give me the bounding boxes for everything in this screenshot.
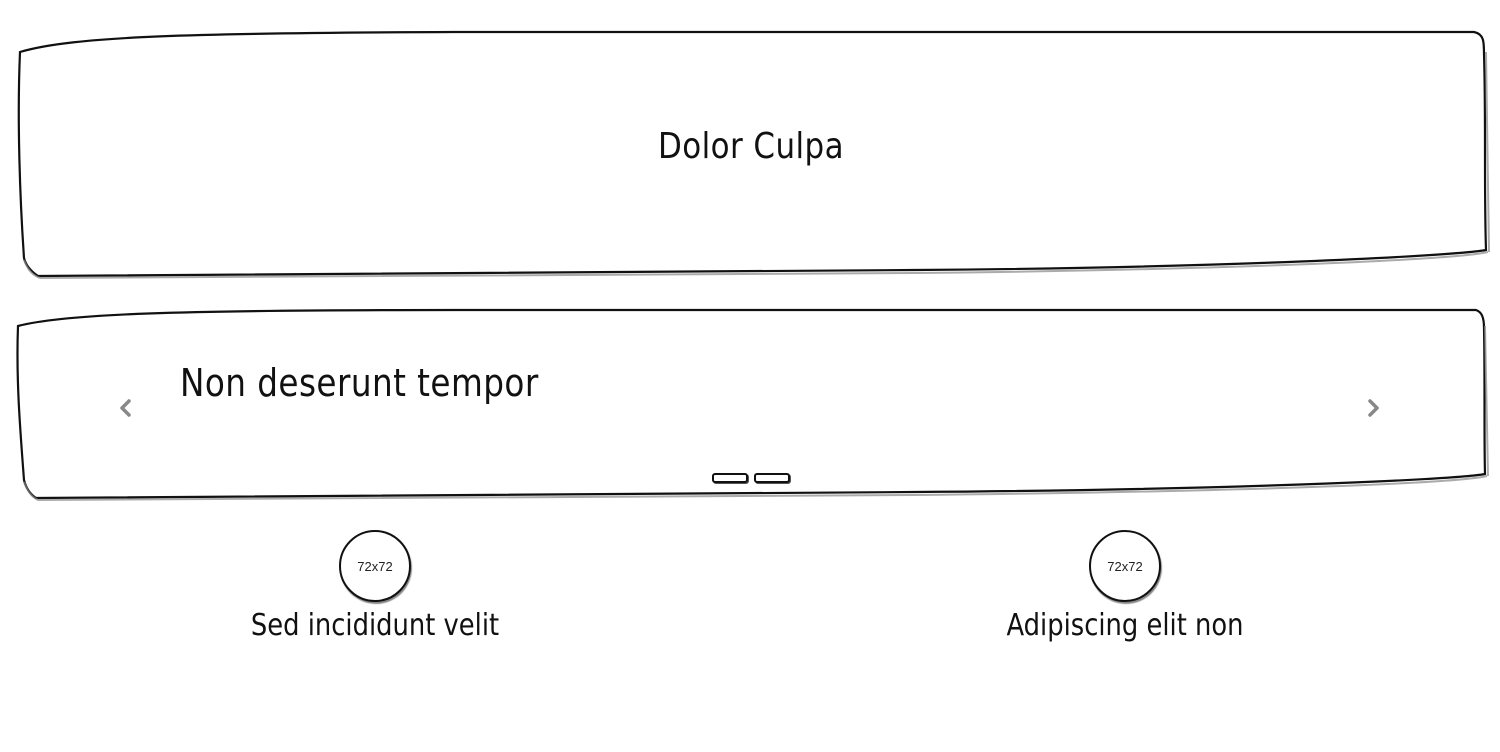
feature-label: Sed incididunt velit (250, 608, 500, 643)
carousel-indicator-1[interactable] (712, 473, 748, 483)
feature-item: 72x72 Adipiscing elit non (925, 530, 1325, 643)
carousel-indicator-2[interactable] (754, 473, 790, 483)
carousel-prev-button[interactable] (114, 396, 138, 420)
hero-frame (17, 30, 1490, 280)
carousel-next-button[interactable] (1361, 396, 1385, 420)
hero-panel: Dolor Culpa (14, 30, 1490, 280)
feature-item: 72x72 Sed incididunt velit (175, 530, 575, 643)
feature-image-placeholder: 72x72 (1089, 530, 1161, 602)
chevron-right-icon (1368, 399, 1379, 417)
feature-image-placeholder: 72x72 (339, 530, 411, 602)
slide-caption: Non deserunt tempor (180, 361, 539, 405)
carousel-indicators (712, 473, 790, 483)
feature-label: Adipiscing elit non (1006, 608, 1244, 643)
hero-title: Dolor Culpa (657, 126, 845, 167)
chevron-left-icon (120, 399, 131, 417)
carousel: Non deserunt tempor (14, 308, 1489, 502)
carousel-frame (16, 308, 1489, 502)
